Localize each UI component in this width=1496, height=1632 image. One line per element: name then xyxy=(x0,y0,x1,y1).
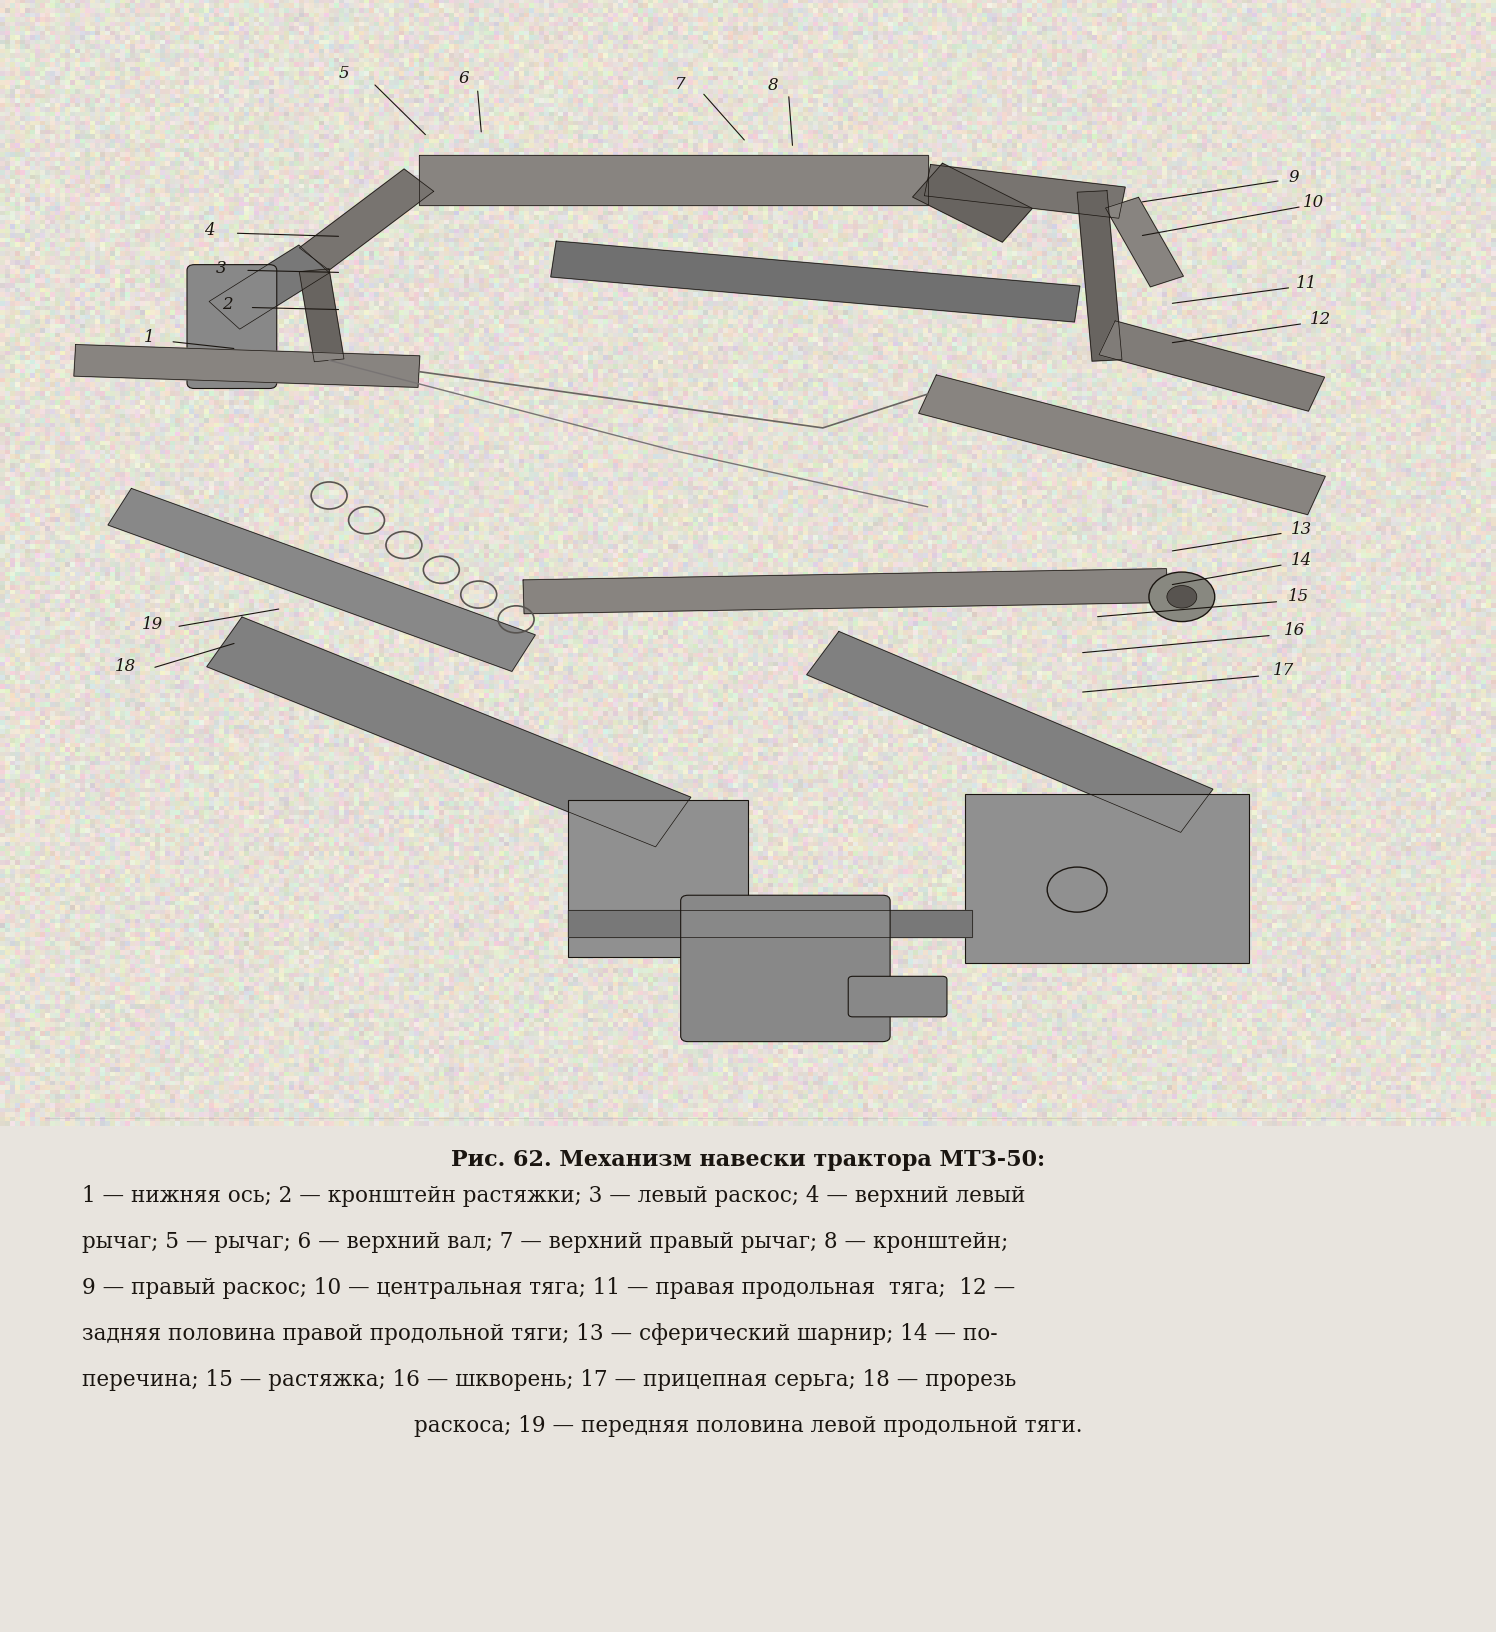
Text: 7: 7 xyxy=(675,77,687,93)
Text: 10: 10 xyxy=(1303,194,1324,211)
FancyBboxPatch shape xyxy=(187,264,277,388)
Text: раскоса; 19 — передняя половина левой продольной тяги.: раскоса; 19 — передняя половина левой пр… xyxy=(414,1415,1082,1438)
Text: 2: 2 xyxy=(221,295,233,313)
Text: 12: 12 xyxy=(1310,312,1331,328)
FancyBboxPatch shape xyxy=(681,896,890,1041)
Text: 14: 14 xyxy=(1291,552,1312,570)
Text: рычаг; 5 — рычаг; 6 — верхний вал; 7 — верхний правый рычаг; 8 — кронштейн;: рычаг; 5 — рычаг; 6 — верхний вал; 7 — в… xyxy=(82,1232,1008,1253)
Polygon shape xyxy=(299,269,344,362)
Polygon shape xyxy=(419,155,928,206)
Polygon shape xyxy=(1100,322,1324,411)
Polygon shape xyxy=(925,165,1125,219)
Polygon shape xyxy=(913,163,1032,242)
Text: 8: 8 xyxy=(767,77,779,95)
Text: 13: 13 xyxy=(1291,521,1312,539)
Text: 1 — нижняя ось; 2 — кронштейн растяжки; 3 — левый раскос; 4 — верхний левый: 1 — нижняя ось; 2 — кронштейн растяжки; … xyxy=(82,1185,1026,1208)
Text: 4: 4 xyxy=(203,222,215,240)
Text: 6: 6 xyxy=(458,70,470,88)
Polygon shape xyxy=(919,375,1325,514)
Polygon shape xyxy=(108,488,536,671)
Text: 5: 5 xyxy=(338,65,350,82)
Polygon shape xyxy=(299,170,434,271)
Text: 3: 3 xyxy=(215,259,227,276)
Circle shape xyxy=(1167,586,1197,609)
Text: 9: 9 xyxy=(1288,170,1300,186)
FancyBboxPatch shape xyxy=(848,976,947,1017)
Text: 11: 11 xyxy=(1296,276,1316,292)
Polygon shape xyxy=(1106,197,1183,287)
Bar xyxy=(568,800,748,956)
Polygon shape xyxy=(524,568,1167,614)
Polygon shape xyxy=(209,245,329,330)
Text: задняя половина правой продольной тяги; 13 — сферический шарнир; 14 — по-: задняя половина правой продольной тяги; … xyxy=(82,1324,998,1345)
Text: 18: 18 xyxy=(115,658,136,676)
Circle shape xyxy=(1149,573,1215,622)
Text: 16: 16 xyxy=(1284,622,1305,640)
Text: 15: 15 xyxy=(1288,588,1309,605)
Text: Рис. 62. Механизм навески трактора МТЗ-50:: Рис. 62. Механизм навески трактора МТЗ-5… xyxy=(450,1149,1046,1170)
Polygon shape xyxy=(206,617,691,847)
Polygon shape xyxy=(73,344,420,387)
Polygon shape xyxy=(806,632,1213,832)
Polygon shape xyxy=(568,911,972,937)
Polygon shape xyxy=(551,242,1080,322)
Polygon shape xyxy=(1077,191,1122,361)
Text: 17: 17 xyxy=(1273,661,1294,679)
Text: 19: 19 xyxy=(142,617,163,633)
Text: 1: 1 xyxy=(144,330,156,346)
Text: перечина; 15 — растяжка; 16 — шкворень; 17 — прицепная серьга; 18 — прорезь: перечина; 15 — растяжка; 16 — шкворень; … xyxy=(82,1369,1016,1392)
FancyBboxPatch shape xyxy=(965,793,1249,963)
Text: 9 — правый раскос; 10 — центральная тяга; 11 — правая продольная  тяга;  12 —: 9 — правый раскос; 10 — центральная тяга… xyxy=(82,1278,1016,1299)
